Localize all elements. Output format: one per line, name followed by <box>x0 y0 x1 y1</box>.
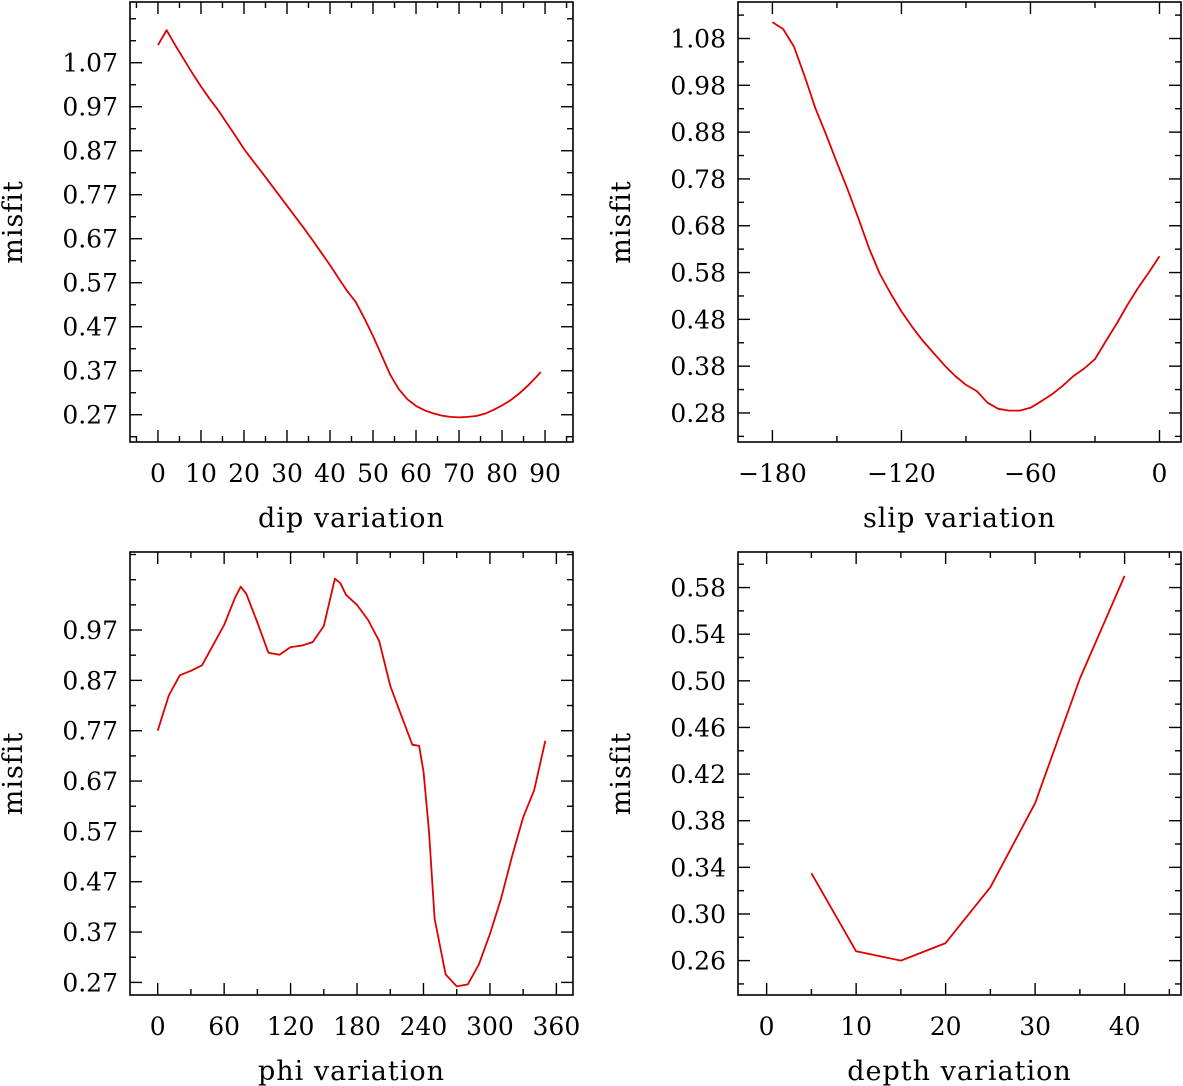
phi-x-tick-label: 60 <box>208 1012 240 1041</box>
depth-y-tick-label: 0.58 <box>670 574 726 603</box>
depth-y-tick-label: 0.42 <box>670 760 726 789</box>
dip-y-tick-label: 0.77 <box>62 181 118 210</box>
phi-plot-frame <box>129 551 574 996</box>
phi-y-tick-label: 0.77 <box>62 717 118 746</box>
phi-y-tick-label: 0.37 <box>62 918 118 947</box>
slip-x-tick-label: −120 <box>867 459 936 488</box>
slip-x-tick-label: −180 <box>738 459 807 488</box>
slip-y-tick-label: 0.58 <box>670 259 726 288</box>
dip-y-tick-label: 0.27 <box>62 401 118 430</box>
depth-x-tick-label: 30 <box>1019 1012 1051 1041</box>
depth-misfit-line <box>810 575 1126 962</box>
depth-plot-frame <box>737 551 1182 996</box>
slip-misfit-line <box>771 21 1161 412</box>
phi-y-tick-label: 0.57 <box>62 817 118 846</box>
slip-y-tick-label: 0.78 <box>670 165 726 194</box>
dip-y-tick-label: 0.47 <box>62 313 118 342</box>
dip-x-tick-label: 40 <box>314 459 346 488</box>
dip-x-tick-label: 10 <box>185 459 217 488</box>
depth-y-axis-label: misfit <box>606 732 637 816</box>
dip-x-tick-label: 50 <box>357 459 389 488</box>
depth-x-tick-label: 10 <box>840 1012 872 1041</box>
slip-plot-frame <box>737 1 1182 443</box>
dip-y-tick-label: 0.97 <box>62 93 118 122</box>
phi-x-tick-label: 240 <box>400 1012 448 1041</box>
dip-x-tick-label: 20 <box>228 459 260 488</box>
depth-y-tick-label: 0.26 <box>670 947 726 976</box>
dip-x-tick-label: 60 <box>400 459 432 488</box>
phi-y-axis-label: misfit <box>0 732 29 816</box>
dip-y-tick-label: 0.57 <box>62 269 118 298</box>
slip-y-tick-label: 1.08 <box>670 25 726 54</box>
phi-y-tick-label: 0.47 <box>62 868 118 897</box>
depth-y-tick-label: 0.38 <box>670 807 726 836</box>
phi-y-tick-label: 0.87 <box>62 666 118 695</box>
dip-plot-frame <box>129 1 574 443</box>
phi-x-tick-label: 360 <box>533 1012 581 1041</box>
dip-y-tick-label: 1.07 <box>62 49 118 78</box>
phi-x-axis-label: phi variation <box>258 1056 445 1086</box>
phi-y-tick-label: 0.27 <box>62 968 118 997</box>
depth-x-tick-label: 40 <box>1109 1012 1141 1041</box>
phi-x-tick-label: 180 <box>333 1012 381 1041</box>
dip-x-tick-label: 90 <box>529 459 561 488</box>
slip-y-tick-label: 0.38 <box>670 352 726 381</box>
phi-misfit-line <box>156 577 547 988</box>
phi-y-tick-label: 0.67 <box>62 767 118 796</box>
depth-y-tick-label: 0.54 <box>670 620 726 649</box>
slip-y-tick-label: 0.98 <box>670 71 726 100</box>
slip-x-axis-label: slip variation <box>863 503 1056 534</box>
depth-y-tick-label: 0.50 <box>670 667 726 696</box>
slip-y-axis-label: misfit <box>606 180 637 264</box>
depth-y-tick-label: 0.46 <box>670 713 726 742</box>
dip-y-tick-label: 0.87 <box>62 137 118 166</box>
depth-x-tick-label: 0 <box>759 1012 775 1041</box>
dip-x-axis-label: dip variation <box>258 503 445 534</box>
slip-x-tick-label: 0 <box>1152 459 1168 488</box>
phi-x-tick-label: 120 <box>267 1012 315 1041</box>
slip-y-tick-label: 0.28 <box>670 399 726 428</box>
panel-phi: 0 60 120 180 240 300 360 0.27 0.37 0.47 0.57 0.67 0.… <box>0 551 581 1086</box>
depth-x-axis-label: depth variation <box>847 1056 1072 1086</box>
phi-x-tick-label: 0 <box>150 1012 166 1041</box>
dip-x-tick-label: 80 <box>486 459 518 488</box>
dip-y-axis-label: misfit <box>0 180 29 264</box>
dip-y-tick-label: 0.67 <box>62 225 118 254</box>
phi-x-tick-label: 300 <box>466 1012 514 1041</box>
slip-y-tick-label: 0.68 <box>670 212 726 241</box>
dip-misfit-line <box>157 29 542 419</box>
depth-y-tick-label: 0.34 <box>670 853 726 882</box>
dip-y-tick-label: 0.37 <box>62 357 118 386</box>
panel-dip: 0 10 20 30 40 50 60 70 80 90 0.27 0.37 0.47 0.57 0.67 0… <box>0 1 574 534</box>
panel-slip: −180 −120 −60 0 0.28 0.38 0.48 0.58 0.68 0.78 0.88… <box>606 1 1182 534</box>
dip-x-tick-label: 0 <box>150 459 166 488</box>
depth-y-tick-label: 0.30 <box>670 900 726 929</box>
dip-x-tick-label: 30 <box>271 459 303 488</box>
slip-y-tick-label: 0.48 <box>670 305 726 334</box>
phi-y-tick-label: 0.97 <box>62 616 118 645</box>
slip-x-tick-label: −60 <box>1004 459 1057 488</box>
panel-depth: 0 10 20 30 40 0.26 0.30 0.34 0.38 0.42 0.46 0.50 0.5… <box>606 551 1182 1086</box>
slip-y-tick-label: 0.88 <box>670 118 726 147</box>
depth-x-tick-label: 20 <box>930 1012 962 1041</box>
dip-x-tick-label: 70 <box>443 459 475 488</box>
